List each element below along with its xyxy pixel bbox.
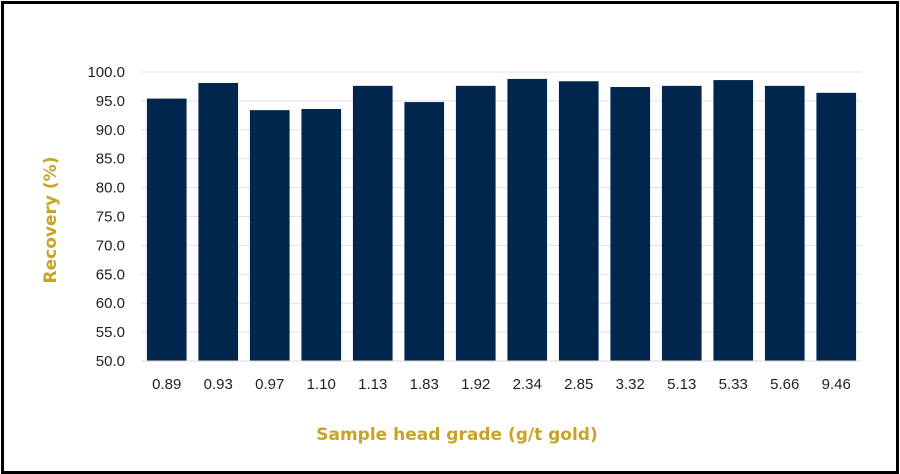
bars bbox=[146, 78, 857, 362]
x-tick-label: 0.93 bbox=[204, 376, 233, 393]
y-axis-title: Recovery (%) bbox=[41, 157, 61, 284]
bar bbox=[404, 102, 445, 361]
x-tick-label: 2.85 bbox=[564, 376, 593, 393]
x-tick-label: 0.89 bbox=[152, 376, 181, 393]
x-tick-label: 0.97 bbox=[255, 376, 284, 393]
x-tick-label: 2.34 bbox=[513, 376, 542, 393]
bar bbox=[661, 85, 702, 361]
x-tick-label: 1.92 bbox=[461, 376, 490, 393]
y-tick-label: 85.0 bbox=[96, 151, 125, 168]
y-tick-label: 65.0 bbox=[96, 266, 125, 283]
x-tick-label: 1.13 bbox=[358, 376, 387, 393]
y-tick-label: 55.0 bbox=[96, 324, 125, 341]
bar bbox=[352, 85, 393, 361]
x-tick-label: 5.66 bbox=[770, 376, 799, 393]
x-tick-label: 5.33 bbox=[719, 376, 748, 393]
y-tick-label: 50.0 bbox=[96, 353, 125, 370]
bar bbox=[764, 85, 805, 361]
y-tick-label: 70.0 bbox=[96, 237, 125, 254]
x-tick-label: 5.13 bbox=[667, 376, 696, 393]
x-tick-label: 3.32 bbox=[616, 376, 645, 393]
x-tick-label: 9.46 bbox=[822, 376, 851, 393]
bar bbox=[249, 110, 290, 361]
bar bbox=[816, 92, 857, 362]
bar bbox=[301, 108, 342, 361]
x-tick-label: 1.10 bbox=[307, 376, 336, 393]
y-tick-label: 100.0 bbox=[87, 64, 125, 81]
bar bbox=[610, 87, 651, 361]
bar bbox=[455, 85, 496, 361]
bar bbox=[507, 78, 548, 361]
y-tick-label: 75.0 bbox=[96, 209, 125, 226]
y-tick-label: 95.0 bbox=[96, 93, 125, 110]
bar bbox=[558, 81, 599, 362]
y-tick-label: 60.0 bbox=[96, 295, 125, 312]
y-tick-label: 90.0 bbox=[96, 122, 125, 139]
x-axis-title: Sample head grade (g/t gold) bbox=[316, 425, 598, 445]
x-tick-labels: 0.89 0.93 0.97 1.10 1.13 1.83 1.92 2.34 2.85 3.32… bbox=[152, 376, 851, 393]
bar bbox=[713, 80, 754, 361]
bar bbox=[146, 98, 187, 361]
x-tick-label: 1.83 bbox=[410, 376, 439, 393]
y-tick-labels: 50.0 55.0 60.0 65.0 70.0 75.0 80.0 85.0 90.0 95.0… bbox=[87, 64, 125, 370]
gridlines bbox=[141, 71, 862, 333]
y-tick-label: 80.0 bbox=[96, 180, 125, 197]
bar bbox=[198, 82, 239, 362]
